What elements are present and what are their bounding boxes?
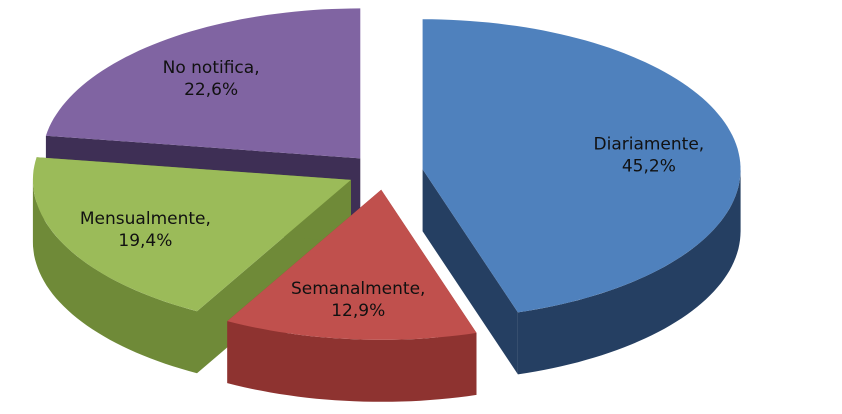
slice-side bbox=[227, 321, 477, 402]
category-label: Mensualmente, bbox=[80, 209, 211, 229]
slice-wall bbox=[422, 169, 518, 375]
category-label: No notifica, bbox=[163, 58, 260, 78]
data-label: Semanalmente, 12,9% bbox=[291, 279, 425, 321]
value-label: 22,6% bbox=[184, 80, 238, 100]
category-label: Semanalmente, bbox=[291, 279, 425, 299]
data-label: Mensualmente, 19,4% bbox=[80, 209, 211, 251]
slice-top bbox=[32, 157, 351, 312]
slice-side bbox=[32, 179, 198, 374]
data-label: Diariamente, 45,2% bbox=[594, 135, 705, 177]
slice-side bbox=[517, 169, 741, 375]
value-label: 12,9% bbox=[331, 301, 385, 321]
value-label: 45,2% bbox=[622, 157, 676, 177]
data-label: No notifica, 22,6% bbox=[163, 58, 260, 100]
category-label: Diariamente, bbox=[594, 135, 705, 155]
slice-top bbox=[422, 19, 741, 313]
value-label: 19,4% bbox=[118, 231, 172, 251]
pie-slice bbox=[227, 189, 477, 402]
slice-top bbox=[227, 189, 477, 340]
pie-slice bbox=[32, 157, 351, 374]
slice-top bbox=[45, 8, 361, 159]
pie-slice bbox=[422, 19, 741, 375]
